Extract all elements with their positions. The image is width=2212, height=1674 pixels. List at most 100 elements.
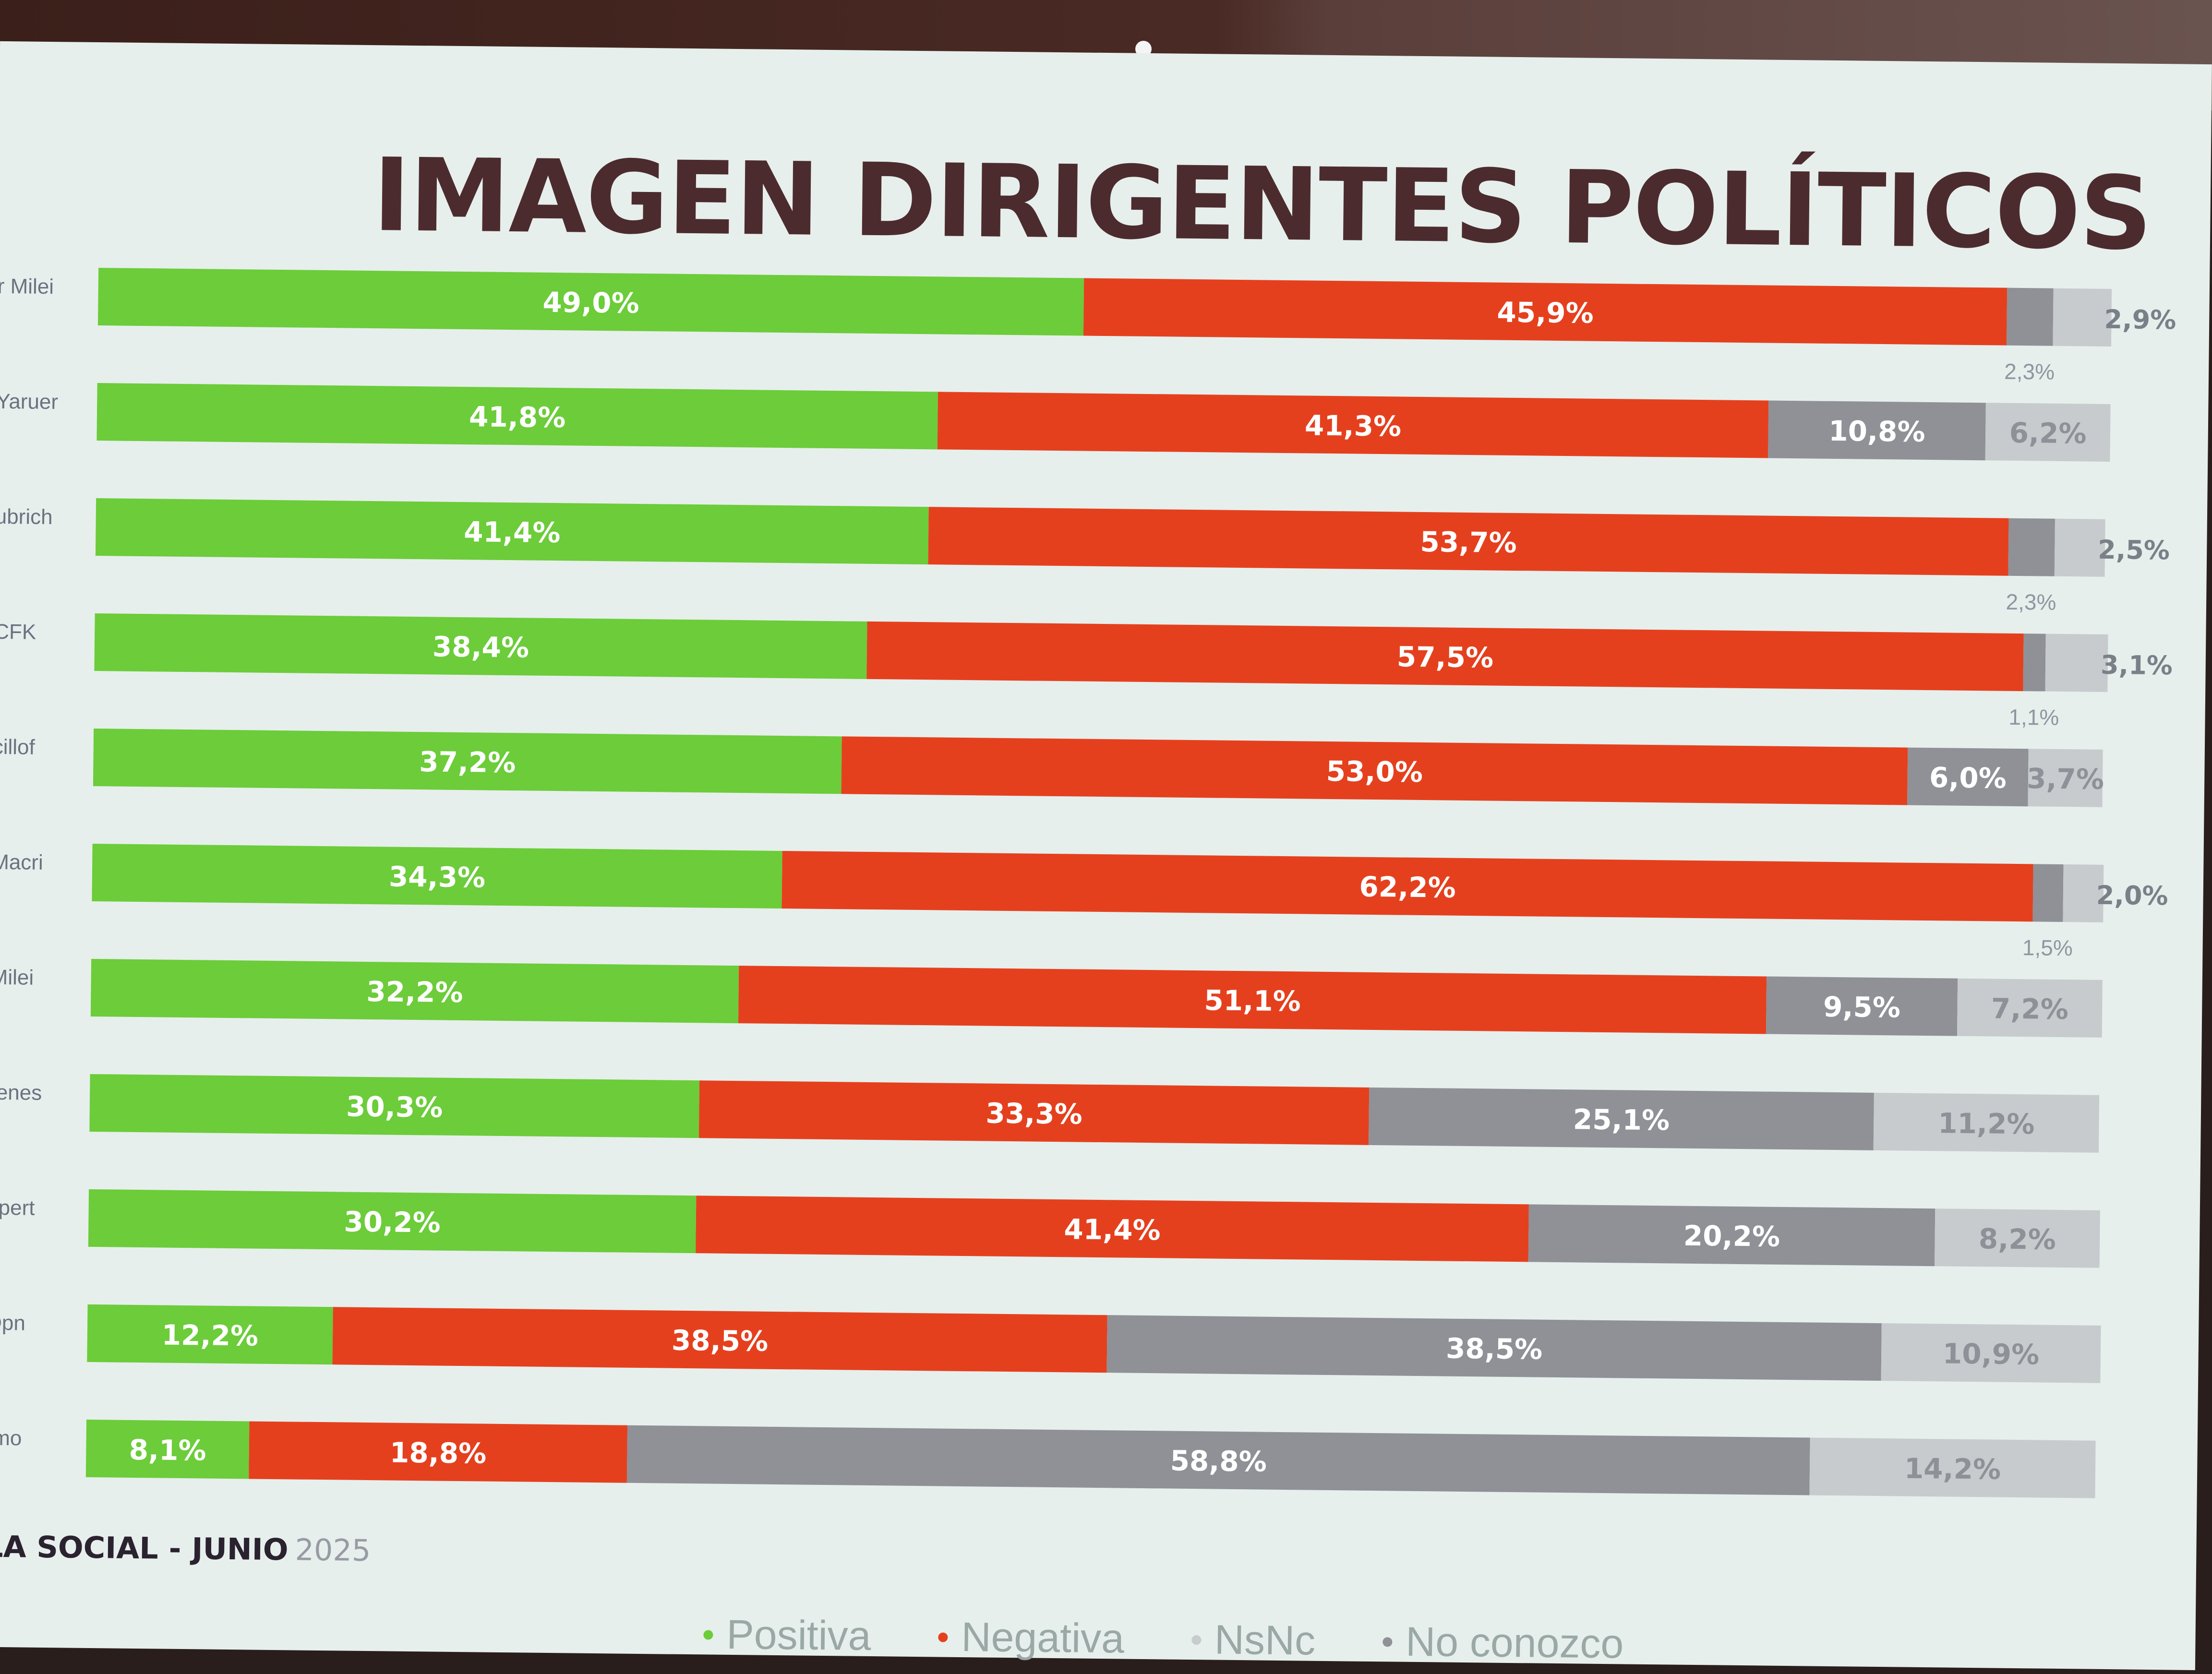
data-label: 41,3% — [1305, 409, 1402, 442]
bar-nsnc — [2008, 518, 2056, 576]
data-label: 58,8% — [1170, 1445, 1267, 1478]
legend-label: Negativa — [961, 1614, 1125, 1662]
legend-item-nsnc: NsNc — [1191, 1616, 1316, 1665]
category-label: cillof — [0, 735, 36, 759]
data-label: 18,8% — [390, 1436, 487, 1470]
category-label: r Milei — [0, 275, 54, 299]
category-label: Macri — [0, 850, 43, 874]
bar-no-conozco — [1985, 403, 2111, 462]
data-label: 6,0% — [1929, 761, 2007, 795]
data-label: 20,2% — [1683, 1220, 1780, 1253]
bar-positiva — [88, 1189, 697, 1254]
bar-positiva — [97, 268, 1084, 336]
bar-no-conozco — [2045, 634, 2108, 692]
bar-nsnc — [1768, 400, 1986, 461]
data-label: 30,3% — [346, 1090, 443, 1124]
legend-swatch-positiva — [703, 1629, 713, 1640]
bar-positiva — [89, 1074, 700, 1138]
data-label: 12,2% — [162, 1319, 259, 1352]
bar-positiva — [94, 613, 867, 679]
category-label: Yaruer — [0, 390, 58, 414]
data-label: 45,9% — [1497, 296, 1594, 330]
bar-nsnc — [626, 1425, 1810, 1495]
bar-nsnc — [2023, 634, 2046, 692]
data-label: 2,3% — [2006, 589, 2056, 615]
legend-label: Positiva — [726, 1611, 872, 1660]
data-label: 10,9% — [1943, 1337, 2040, 1371]
data-label: 2,3% — [2004, 359, 2055, 384]
data-label: 10,8% — [1828, 415, 1925, 448]
bar-positiva — [87, 1304, 333, 1365]
bar-positiva — [96, 383, 938, 450]
bar-no-conozco — [2063, 864, 2104, 922]
legend-label: No conozco — [1405, 1618, 1624, 1667]
data-label: 41,4% — [464, 515, 561, 549]
category-label: Milei — [0, 966, 34, 990]
bar-no-conozco — [1873, 1092, 2100, 1153]
bar-no-conozco — [2028, 749, 2103, 807]
data-label: 37,2% — [419, 745, 516, 779]
bar-negativa — [332, 1307, 1107, 1373]
bar-nsnc — [2007, 287, 2054, 346]
data-label: 38,5% — [672, 1324, 769, 1358]
legend-swatch-no-conozco — [1382, 1637, 1393, 1647]
legend-item-negativa: Negativa — [938, 1614, 1124, 1663]
bar-nsnc — [1528, 1204, 1936, 1267]
chart-legend: Positiva Negativa NsNc No conozco — [703, 1611, 1624, 1668]
bar-negativa — [781, 851, 2033, 922]
data-label: 3,7% — [2027, 762, 2104, 796]
category-label: Dpn — [0, 1311, 25, 1335]
data-label: 32,2% — [366, 975, 463, 1009]
data-label: 8,2% — [1979, 1222, 2056, 1256]
category-label: renes — [0, 1081, 42, 1105]
bar-negativa — [841, 736, 1908, 805]
bar-negativa — [738, 966, 1767, 1034]
data-label: 53,7% — [1420, 526, 1517, 559]
category-label: spert — [0, 1196, 35, 1220]
bar-nsnc — [1766, 976, 1958, 1036]
bar-no-conozco — [1935, 1208, 2100, 1268]
bar-positiva — [93, 728, 842, 794]
legend-swatch-nsnc — [1191, 1635, 1202, 1645]
data-label: 33,3% — [986, 1097, 1082, 1130]
bar-no-conozco — [2053, 288, 2112, 347]
bar-no-conozco — [1881, 1323, 2101, 1383]
data-label: 62,2% — [1359, 871, 1456, 904]
legend-item-positiva: Positiva — [703, 1611, 871, 1660]
bar-positiva — [90, 958, 739, 1024]
data-label: 9,5% — [1823, 991, 1901, 1024]
data-label: 1,1% — [2008, 705, 2059, 730]
bar-positiva — [92, 843, 782, 909]
data-label: 8,1% — [129, 1434, 206, 1467]
data-label: 38,4% — [432, 630, 529, 664]
data-label: 6,2% — [2009, 417, 2087, 450]
slide: IMAGEN DIRIGENTES POLÍTICOS r Milei 49,0%… — [0, 41, 2212, 1670]
bar-nsnc — [2032, 864, 2064, 922]
data-label: 30,2% — [344, 1206, 441, 1239]
source-year: 2025 — [295, 1532, 371, 1568]
data-label: 57,5% — [1396, 640, 1493, 674]
bar-positiva — [95, 498, 929, 565]
data-label: 2,9% — [2104, 304, 2176, 335]
source-month: JUNIO — [192, 1531, 289, 1567]
category-label: rmo — [0, 1426, 22, 1450]
data-label: 7,2% — [1991, 992, 2069, 1026]
bar-no-conozco — [2054, 518, 2105, 577]
category-label: ubrich — [0, 505, 53, 529]
data-label: 25,1% — [1573, 1103, 1670, 1136]
bar-positiva — [85, 1419, 250, 1479]
bar-negativa — [249, 1421, 628, 1483]
bar-nsnc — [1106, 1315, 1882, 1381]
source-org: LA SOCIAL — [0, 1529, 159, 1566]
data-label: 3,1% — [2101, 650, 2173, 681]
bar-negativa — [928, 507, 2009, 576]
bar-negativa — [696, 1196, 1529, 1262]
legend-swatch-negativa — [938, 1632, 948, 1642]
data-label: 38,5% — [1446, 1332, 1543, 1366]
legend-item-no-conozco: No conozco — [1382, 1618, 1624, 1668]
data-label: 2,5% — [2098, 535, 2170, 566]
stacked-bar-chart: r Milei 49,0% 45,9% 2,3% 2,9% Yaruer 41,8% 41,3… — [0, 268, 2176, 1498]
data-label: 51,1% — [1204, 984, 1301, 1017]
data-label: 1,5% — [2022, 935, 2073, 960]
bar-negativa — [698, 1080, 1370, 1145]
